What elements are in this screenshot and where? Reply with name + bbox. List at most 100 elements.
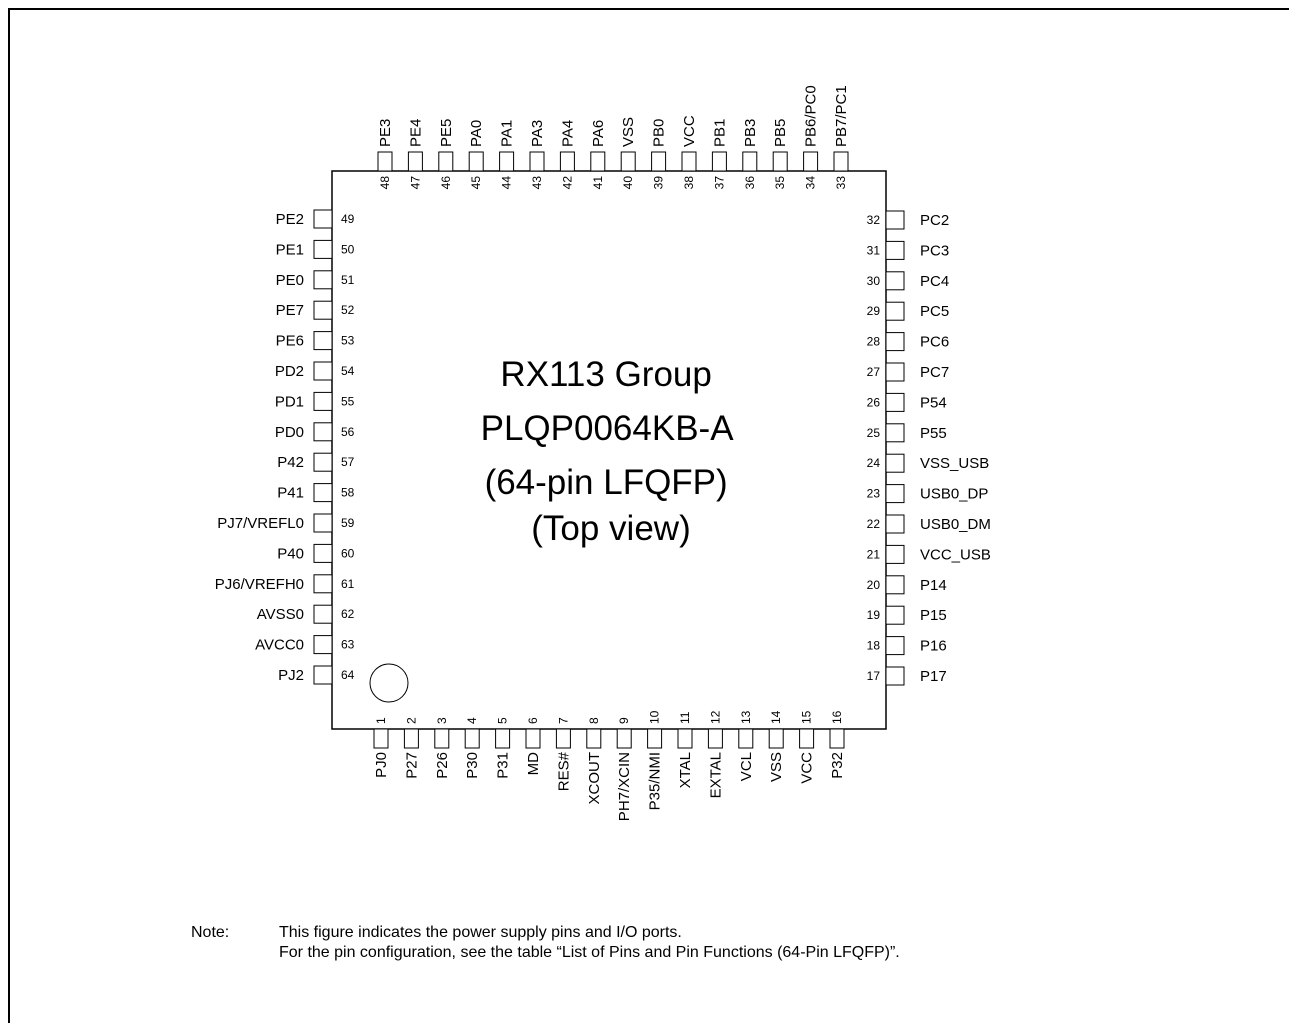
pin-box	[885, 575, 905, 595]
pin-name: USB0_DP	[920, 486, 988, 503]
pin-number: 28	[867, 335, 881, 349]
figure-frame	[8, 8, 1289, 1023]
pin-number: 27	[867, 365, 881, 379]
pin-box	[586, 728, 602, 749]
pin-name: PA0	[468, 120, 485, 147]
pin-number: 21	[867, 547, 881, 561]
pin-number: 25	[867, 426, 881, 440]
pin-name: MD	[525, 752, 542, 775]
pin-name: PB6/PC0	[803, 85, 820, 147]
pin-box	[313, 331, 333, 351]
pin-name: P41	[277, 485, 304, 502]
pin-box	[313, 543, 333, 563]
pin-number: 16	[830, 710, 844, 724]
pin-name: PE3	[377, 119, 394, 147]
pin-name: PC6	[920, 334, 949, 351]
pin-name: VSS	[768, 752, 785, 782]
pin-box	[468, 151, 484, 172]
pin-box	[313, 422, 333, 442]
pin-name: P27	[403, 752, 420, 779]
pin-box	[885, 453, 905, 473]
pin-box	[313, 635, 333, 655]
pin-number: 45	[469, 176, 483, 190]
pin-name: PB3	[742, 119, 759, 147]
pin-number: 61	[341, 577, 355, 591]
pin-box	[829, 728, 845, 749]
pin-name: P14	[920, 577, 947, 594]
pin-number: 53	[341, 334, 355, 348]
pin-name: AVCC0	[255, 637, 304, 654]
note-line-1: This figure indicates the power supply p…	[279, 924, 682, 941]
pin-number: 4	[465, 717, 479, 724]
pin-number: 55	[341, 394, 355, 408]
pin-number: 62	[341, 607, 355, 621]
pin-name: PD2	[275, 363, 304, 380]
pin-box	[559, 151, 575, 172]
pin-number: 57	[341, 455, 355, 469]
pin-box	[803, 151, 819, 172]
pin-number: 17	[867, 669, 881, 683]
pin-name: VCC	[799, 752, 816, 784]
pin-name: P26	[434, 752, 451, 779]
pin-box	[772, 151, 788, 172]
pin-number: 54	[341, 364, 355, 378]
pin-box	[711, 151, 727, 172]
pin-box	[885, 423, 905, 443]
pin-number: 10	[648, 710, 662, 724]
pin-box	[529, 151, 545, 172]
pin-name: PC5	[920, 303, 949, 320]
pin-number: 48	[378, 176, 392, 190]
pin-name: RES#	[555, 751, 572, 791]
pin-name: PE1	[276, 241, 304, 258]
pin-number: 3	[435, 717, 449, 724]
pin-box	[885, 666, 905, 686]
pin-number: 52	[341, 303, 355, 317]
pin-number: 33	[834, 176, 848, 190]
pin-name: XCOUT	[586, 752, 603, 805]
pin-name: P54	[920, 394, 947, 411]
pin-number: 50	[341, 242, 355, 256]
pin-box	[403, 728, 419, 749]
chip-title-line: PLQP0064KB-A	[481, 409, 735, 448]
pin-name: P16	[920, 638, 947, 655]
pin-box	[885, 301, 905, 321]
chip-title-line: (Top view)	[531, 509, 690, 548]
pin-number: 44	[500, 176, 514, 190]
pin-number: 39	[652, 176, 666, 190]
pin-name: P40	[277, 545, 304, 562]
pin-number: 7	[556, 717, 570, 724]
pin-number: 58	[341, 486, 355, 500]
pin1-marker	[369, 663, 409, 703]
pin-name: PA4	[559, 120, 576, 147]
pin-number: 37	[712, 176, 726, 190]
pin-number: 51	[341, 273, 355, 287]
pin-name: VSS	[620, 117, 637, 147]
pin-name: PJ2	[278, 667, 304, 684]
pin-box	[313, 513, 333, 533]
pin-box	[885, 514, 905, 534]
pin-name: PJ7/VREFL0	[217, 515, 304, 532]
pins-layer: 1 PJ0 2 P27 3 P26 4 P30 5 P31 6 MD 7 RES# 8 XCOUT 9 PH7/X…	[215, 85, 991, 821]
pin-box	[313, 483, 333, 503]
pin-number: 46	[439, 176, 453, 190]
pin-box	[620, 151, 636, 172]
pin-box	[525, 728, 541, 749]
pin-number: 8	[587, 717, 601, 724]
pin-number: 24	[867, 456, 881, 470]
pin-box	[313, 361, 333, 381]
pin-box	[707, 728, 723, 749]
pin-name: P15	[920, 607, 947, 624]
pin-number: 49	[341, 212, 355, 226]
note-label: Note:	[191, 924, 230, 941]
pin-name: P17	[920, 668, 947, 685]
pin-name: PC2	[920, 212, 949, 229]
pin-name: P35/NMI	[647, 752, 664, 810]
pin-box	[590, 151, 606, 172]
pin-name: PE4	[407, 119, 424, 147]
pin-number: 43	[530, 176, 544, 190]
pin-number: 36	[743, 176, 757, 190]
pin-name: P31	[495, 752, 512, 779]
pin-number: 38	[682, 176, 696, 190]
pin-number: 6	[526, 717, 540, 724]
pin-box	[885, 544, 905, 564]
